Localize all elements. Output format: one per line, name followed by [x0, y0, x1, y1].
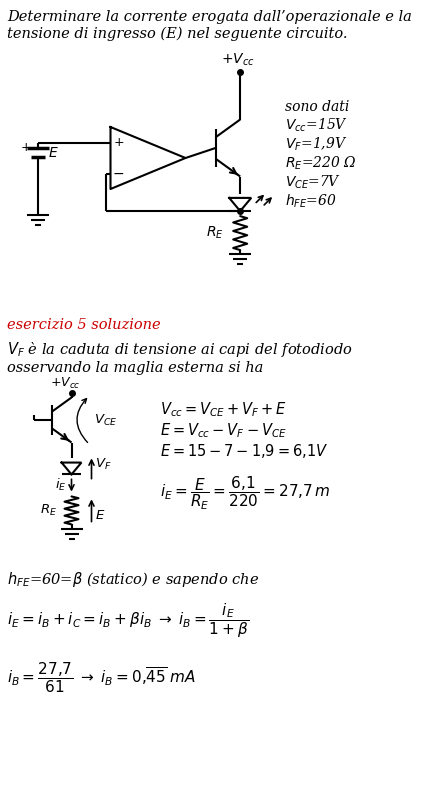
Text: $V_F$: $V_F$ [95, 457, 111, 472]
Text: $h_{FE}$=60=$\beta$ (statico) e sapendo che: $h_{FE}$=60=$\beta$ (statico) e sapendo … [7, 570, 259, 589]
Text: $V_F$ è la caduta di tensione ai capi del fotodiodo
osservando la maglia esterna: $V_F$ è la caduta di tensione ai capi de… [7, 340, 353, 376]
Text: +: + [113, 136, 124, 149]
Text: $+V_{cc}$: $+V_{cc}$ [49, 376, 80, 391]
Text: $i_E = i_B + i_C = i_B + \beta i_B  \;\rightarrow\;  i_B = \dfrac{i_E}{1+\beta}$: $i_E = i_B + i_C = i_B + \beta i_B \;\ri… [7, 602, 249, 641]
Text: $E$: $E$ [48, 145, 59, 159]
Text: $i_E$: $i_E$ [55, 477, 67, 493]
Text: $V_{CE}$: $V_{CE}$ [94, 413, 117, 428]
Text: $E = V_{cc} - V_F - V_{CE}$: $E = V_{cc} - V_F - V_{CE}$ [160, 421, 287, 439]
Text: $h_{FE}$=60: $h_{FE}$=60 [285, 193, 337, 211]
Text: $i_B = \dfrac{27{,}7}{61}  \;\rightarrow\;  i_B = 0{,}\overline{45}\;mA$: $i_B = \dfrac{27{,}7}{61} \;\rightarrow\… [7, 660, 196, 695]
Text: +: + [21, 140, 32, 154]
Text: $i_E = \dfrac{E}{R_E} = \dfrac{6{,}1}{220} = 27{,}7\,m$: $i_E = \dfrac{E}{R_E} = \dfrac{6{,}1}{22… [160, 475, 330, 513]
Text: $V_{cc} = V_{CE} + V_F + E$: $V_{cc} = V_{CE} + V_F + E$ [160, 400, 287, 419]
Text: $V_{cc}$=15V: $V_{cc}$=15V [285, 117, 348, 134]
Text: $E = 15 - 7 - 1{,}9 = 6{,}1V$: $E = 15 - 7 - 1{,}9 = 6{,}1V$ [160, 442, 329, 460]
Text: sono dati: sono dati [285, 100, 349, 114]
Text: $V_F$=1,9V: $V_F$=1,9V [285, 136, 347, 153]
Text: $R_E$: $R_E$ [206, 225, 224, 241]
Text: $V_{CE}$=7V: $V_{CE}$=7V [285, 174, 341, 192]
Text: $R_E$=220 Ω: $R_E$=220 Ω [285, 155, 357, 173]
Text: esercizio 5 soluzione: esercizio 5 soluzione [7, 318, 161, 332]
Text: Determinare la corrente erogata dall’operazionale e la
tensione di ingresso (E) : Determinare la corrente erogata dall’ope… [7, 10, 412, 41]
Text: $R_E$: $R_E$ [40, 503, 58, 518]
Text: −: − [113, 166, 124, 181]
Text: $E$: $E$ [95, 509, 105, 522]
Text: $+V_{cc}$: $+V_{cc}$ [222, 51, 255, 68]
